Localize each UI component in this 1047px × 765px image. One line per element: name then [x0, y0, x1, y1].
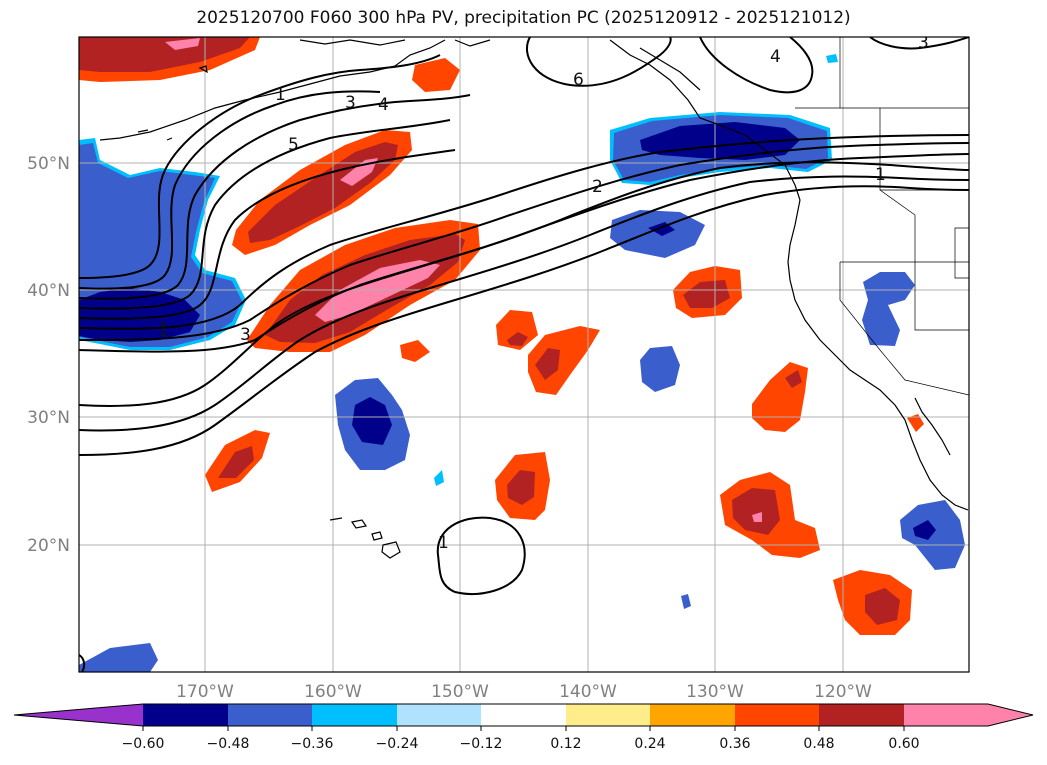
contour-label: 4: [378, 95, 389, 115]
precip-negative-nw: [79, 138, 246, 350]
contour-label: 5: [288, 135, 299, 155]
political-borders: [795, 37, 969, 396]
contour-label: 6: [573, 70, 584, 90]
lon-label: 120°W: [814, 682, 872, 702]
contour-label: 2: [592, 177, 603, 197]
lon-label: 160°W: [304, 682, 362, 702]
colorbar-segment: [228, 704, 312, 726]
colorbar-segment: [397, 704, 481, 726]
colorbar-tick-label: −0.12: [460, 736, 503, 752]
precip-negative-sw: [79, 643, 158, 672]
map-frame: [78, 36, 970, 673]
colorbar-segment: [650, 704, 735, 726]
contour-label: 1: [438, 533, 449, 553]
contour-label: 1: [158, 320, 169, 340]
colorbar-tick-label: 0.24: [634, 736, 665, 752]
lat-label: 40°N: [27, 281, 70, 301]
precip-positive-band-central: [247, 220, 480, 352]
colorbar-extend-high: [904, 704, 1033, 726]
colorbar-extend-low: [14, 704, 143, 726]
colorbar: −0.60 −0.48 −0.36 −0.24 −0.12 0.12 0.24 …: [13, 703, 1034, 752]
contour-label: 1: [875, 165, 886, 185]
colorbar-tick-label: 0.36: [719, 736, 750, 752]
colorbar-segment: [312, 704, 397, 726]
colorbar-tick-label: 0.48: [803, 736, 834, 752]
lon-label: 150°W: [431, 682, 489, 702]
colorbar-segment: [481, 704, 566, 726]
precip-shading: [79, 37, 965, 672]
precip-positive-nw: [79, 37, 260, 82]
colorbar-segment: [143, 704, 228, 726]
lat-label: 30°N: [27, 408, 70, 428]
colorbar-segment: [735, 704, 819, 726]
contour-label: 1: [275, 85, 286, 105]
pv-contours: [79, 37, 969, 672]
map-title: 2025120700 F060 300 hPa PV, precipitatio…: [196, 8, 851, 28]
colorbar-segment: [566, 704, 650, 726]
colorbar-tick-label: −0.24: [376, 736, 419, 752]
contour-label: 4: [770, 47, 781, 67]
lon-label: 170°W: [176, 682, 234, 702]
colorbar-tick-label: −0.36: [291, 736, 334, 752]
lat-label: 20°N: [27, 536, 70, 556]
contour-label: 3: [240, 325, 251, 345]
pv-contour-labels: 1 3 4 5 6 4 3 2 1 1 3 1: [158, 33, 929, 553]
colorbar-segment: [819, 704, 904, 726]
precip-positive-band-north: [232, 130, 412, 255]
colorbar-tick-label: −0.60: [122, 736, 165, 752]
colorbar-tick-label: −0.48: [207, 736, 250, 752]
longitude-labels: 170°W 160°W 150°W 140°W 130°W 120°W: [176, 682, 872, 702]
lon-label: 130°W: [686, 682, 744, 702]
colorbar-tick-label: 0.60: [888, 736, 919, 752]
lat-label: 50°N: [27, 154, 70, 174]
lon-label: 140°W: [559, 682, 617, 702]
colorbar-tick-label: 0.12: [550, 736, 581, 752]
colorbar-ticks: −0.60 −0.48 −0.36 −0.24 −0.12 0.12 0.24 …: [122, 736, 920, 752]
contour-label: 3: [918, 33, 929, 53]
map-plot-area: 1 3 4 5 6 4 3 2 1 1 3 1: [79, 33, 969, 672]
contour-label: 3: [345, 93, 356, 113]
precip-positive-small-blobs: [205, 58, 924, 635]
latitude-labels: 50°N 40°N 30°N 20°N: [27, 154, 70, 556]
